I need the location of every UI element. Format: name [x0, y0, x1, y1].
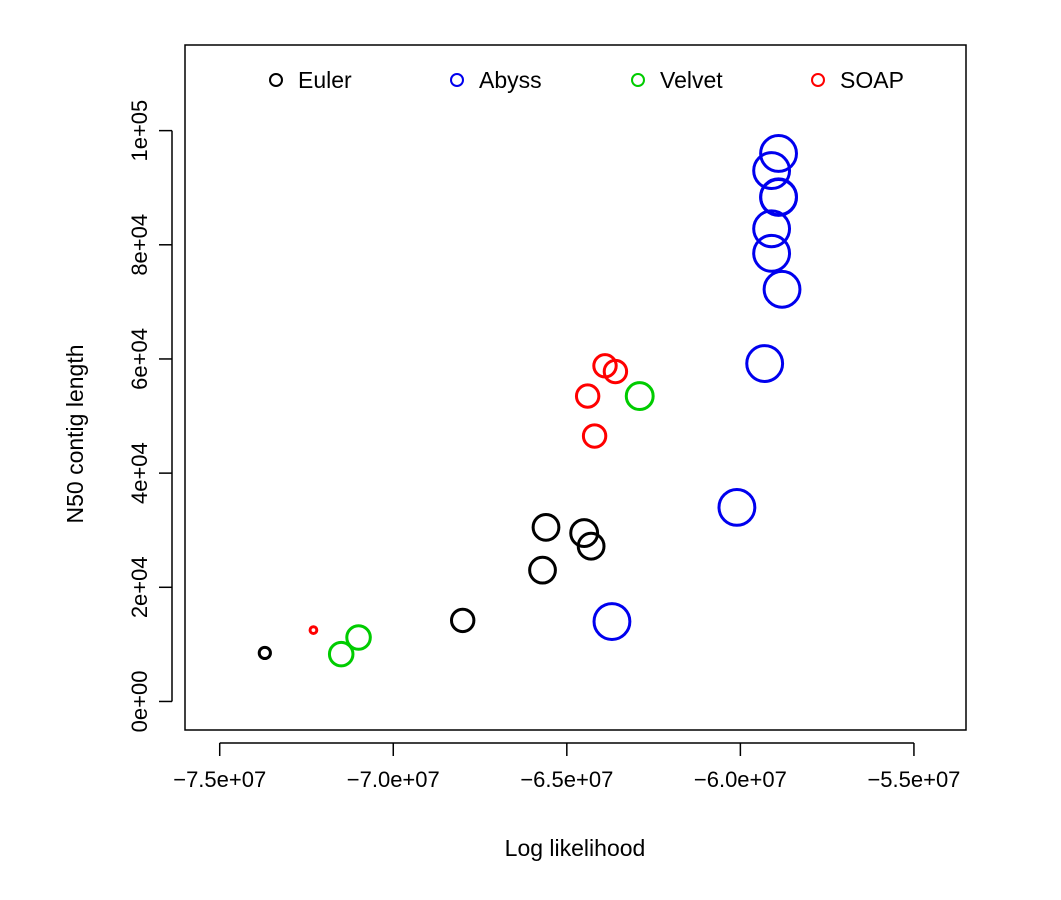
- legend-item: SOAP: [811, 67, 904, 93]
- data-point: [759, 177, 798, 217]
- legend-marker: [631, 73, 645, 87]
- x-axis-title: Log likelihood: [505, 835, 646, 861]
- data-point: [308, 625, 319, 635]
- y-axis: 0e+00 2e+04 4e+04 6e+04 8e+04 1e+05: [127, 100, 173, 733]
- data-point: [576, 531, 606, 561]
- x-axis: −7.5e+07 −7.0e+07 −6.5e+07 −6.0e+07 −5.5e+07: [173, 742, 960, 792]
- legend-marker: [811, 73, 825, 87]
- data-point: [762, 269, 802, 309]
- plot-border: [184, 44, 967, 731]
- legend-marker: [450, 73, 464, 87]
- series-velvet: [327, 381, 655, 668]
- y-tick-label: 1e+05: [127, 100, 152, 162]
- series-euler: [257, 512, 606, 661]
- legend-label: Euler: [298, 67, 352, 93]
- data-point: [717, 487, 757, 527]
- data-points: [257, 134, 802, 668]
- data-point: [327, 640, 355, 668]
- legend-label: Abyss: [479, 67, 542, 93]
- series-abyss: [592, 134, 802, 641]
- legend-label: Velvet: [660, 67, 723, 93]
- x-tick-label: −6.0e+07: [694, 767, 787, 792]
- data-point: [569, 518, 600, 549]
- data-point: [752, 233, 792, 273]
- y-axis-title: N50 contig length: [62, 344, 88, 523]
- data-point: [449, 607, 476, 634]
- x-tick-label: −7.5e+07: [173, 767, 266, 792]
- x-tick-label: −5.5e+07: [867, 767, 960, 792]
- data-point: [257, 645, 272, 661]
- y-tick-label: 6e+04: [127, 328, 152, 390]
- x-tick-label: −6.5e+07: [520, 767, 613, 792]
- y-tick-label: 4e+04: [127, 442, 152, 504]
- data-point: [602, 358, 629, 385]
- data-point: [759, 134, 798, 173]
- data-point: [345, 624, 372, 651]
- legend-item: Abyss: [450, 67, 542, 93]
- series-soap: [308, 353, 629, 635]
- legend-item: Euler: [269, 67, 352, 93]
- data-point: [745, 344, 785, 383]
- legend-marker: [269, 73, 283, 87]
- data-point: [592, 602, 632, 641]
- y-tick-label: 0e+00: [127, 671, 152, 733]
- y-tick-label: 2e+04: [127, 556, 152, 618]
- plot-frame: [184, 44, 967, 731]
- y-tick-label: 8e+04: [127, 214, 152, 276]
- data-point: [528, 555, 557, 585]
- data-point: [574, 383, 601, 409]
- legend: Euler Abyss Velvet SOAP: [269, 67, 904, 93]
- legend-item: Velvet: [631, 67, 723, 93]
- x-tick-label: −7.0e+07: [347, 767, 440, 792]
- data-point: [752, 209, 792, 249]
- data-point: [752, 151, 792, 191]
- data-point: [624, 381, 655, 412]
- data-point: [531, 512, 561, 542]
- data-point: [581, 423, 608, 449]
- legend-label: SOAP: [840, 67, 904, 93]
